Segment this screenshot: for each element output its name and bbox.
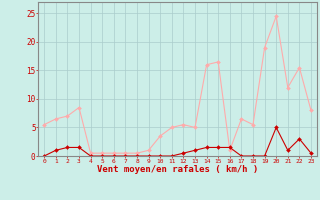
X-axis label: Vent moyen/en rafales ( km/h ): Vent moyen/en rafales ( km/h ) — [97, 165, 258, 174]
